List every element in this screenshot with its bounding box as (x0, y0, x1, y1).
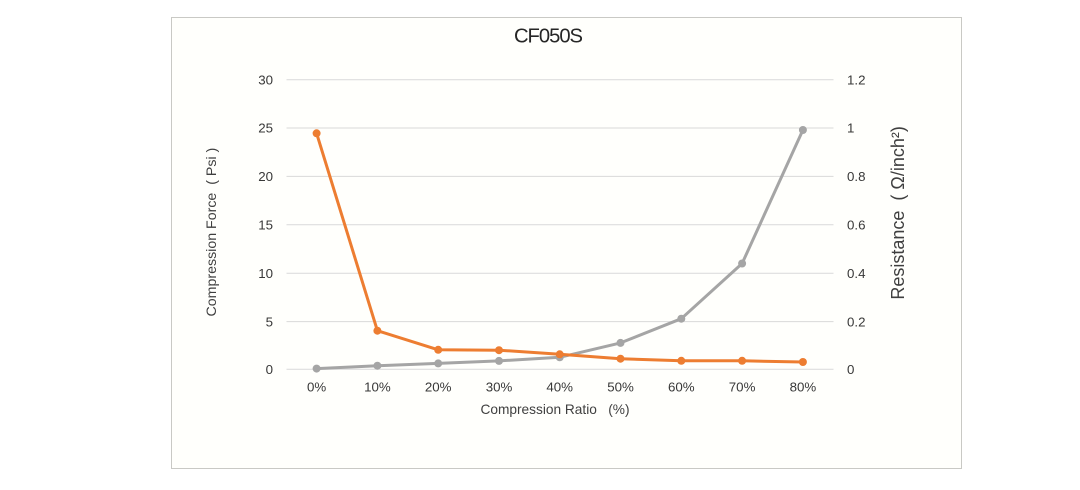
svg-text:10%: 10% (364, 380, 391, 395)
svg-text:40%: 40% (546, 380, 573, 395)
svg-text:60%: 60% (668, 380, 695, 395)
svg-text:CF050S: CF050S (514, 26, 583, 48)
svg-text:10: 10 (258, 266, 273, 281)
svg-text:70%: 70% (729, 380, 756, 395)
svg-text:0.4: 0.4 (847, 266, 866, 281)
svg-text:1: 1 (847, 121, 854, 136)
svg-text:Compression Ratio (%): Compression Ratio (%) (480, 402, 629, 417)
svg-text:0.2: 0.2 (847, 314, 866, 329)
svg-text:20%: 20% (425, 380, 452, 395)
svg-text:0%: 0% (307, 380, 326, 395)
svg-text:0.8: 0.8 (847, 169, 866, 184)
svg-text:0.6: 0.6 (847, 218, 866, 233)
svg-text:25: 25 (258, 121, 273, 136)
svg-text:15: 15 (258, 218, 273, 233)
svg-text:30%: 30% (486, 380, 513, 395)
svg-text:20: 20 (258, 169, 273, 184)
svg-text:30: 30 (258, 72, 273, 87)
svg-text:0: 0 (847, 362, 854, 377)
svg-text:Resistance ( Ω/inch²): Resistance ( Ω/inch²) (888, 126, 908, 300)
svg-text:5: 5 (266, 314, 273, 329)
svg-text:50%: 50% (607, 380, 634, 395)
svg-text:0: 0 (266, 362, 273, 377)
svg-text:Compression Force ( Psi ): Compression Force ( Psi ) (204, 148, 220, 317)
svg-text:1.2: 1.2 (847, 72, 866, 87)
svg-text:80%: 80% (790, 380, 817, 395)
